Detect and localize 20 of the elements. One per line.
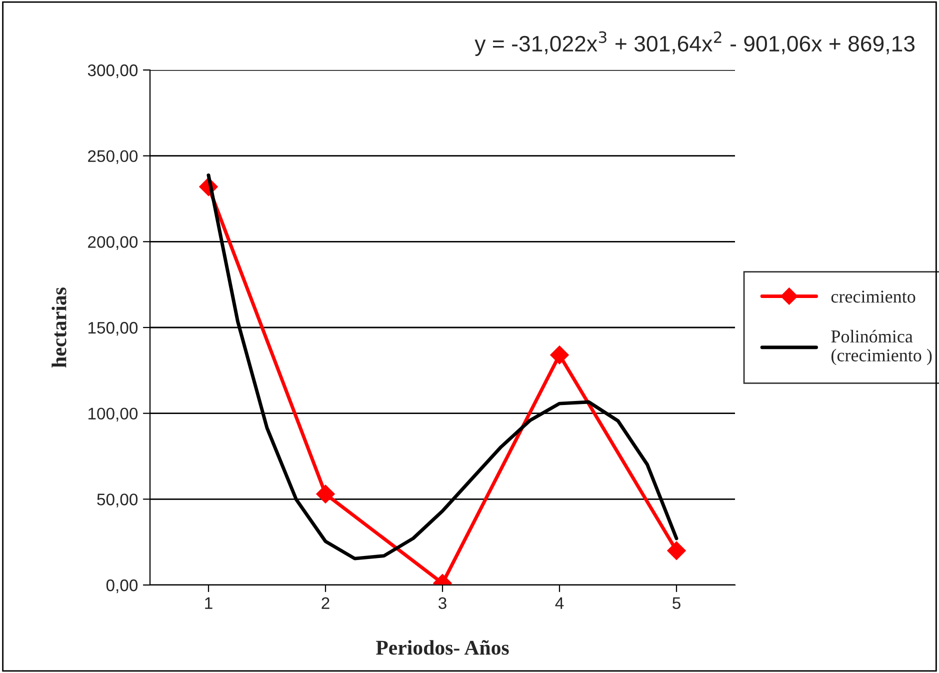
x-tick-label: 5 xyxy=(672,597,680,610)
y-tick-label: 150,00 xyxy=(88,322,138,336)
y-tick-label: 300,00 xyxy=(88,64,138,78)
x-tick-label: 4 xyxy=(555,597,564,609)
point xyxy=(316,484,335,504)
y-tick-label: 0,00 xyxy=(106,579,138,594)
x-tick-label: 3 xyxy=(438,597,446,610)
legend-label: crecimiento xyxy=(831,290,916,303)
point xyxy=(550,346,569,364)
x-axis-title: Periodos- Años xyxy=(376,640,509,655)
y-axis-title: hectarias xyxy=(52,288,66,368)
legend-label: Polinómica (crecimiento ) xyxy=(831,330,932,366)
point xyxy=(667,541,686,560)
y-tick-label: 250,00 xyxy=(88,150,138,164)
text: y = -31,022x$^{3}$ + 301,64x$^{2}$ - 901,06x + 869,13 xyxy=(474,31,915,56)
y-tick-label: 200,00 xyxy=(88,236,138,250)
y-tick-label: 100,00 xyxy=(88,408,138,422)
x-tick-label: 2 xyxy=(322,597,330,609)
y-tick-label: 50,00 xyxy=(97,494,138,508)
x-tick-label: 1 xyxy=(205,597,212,609)
